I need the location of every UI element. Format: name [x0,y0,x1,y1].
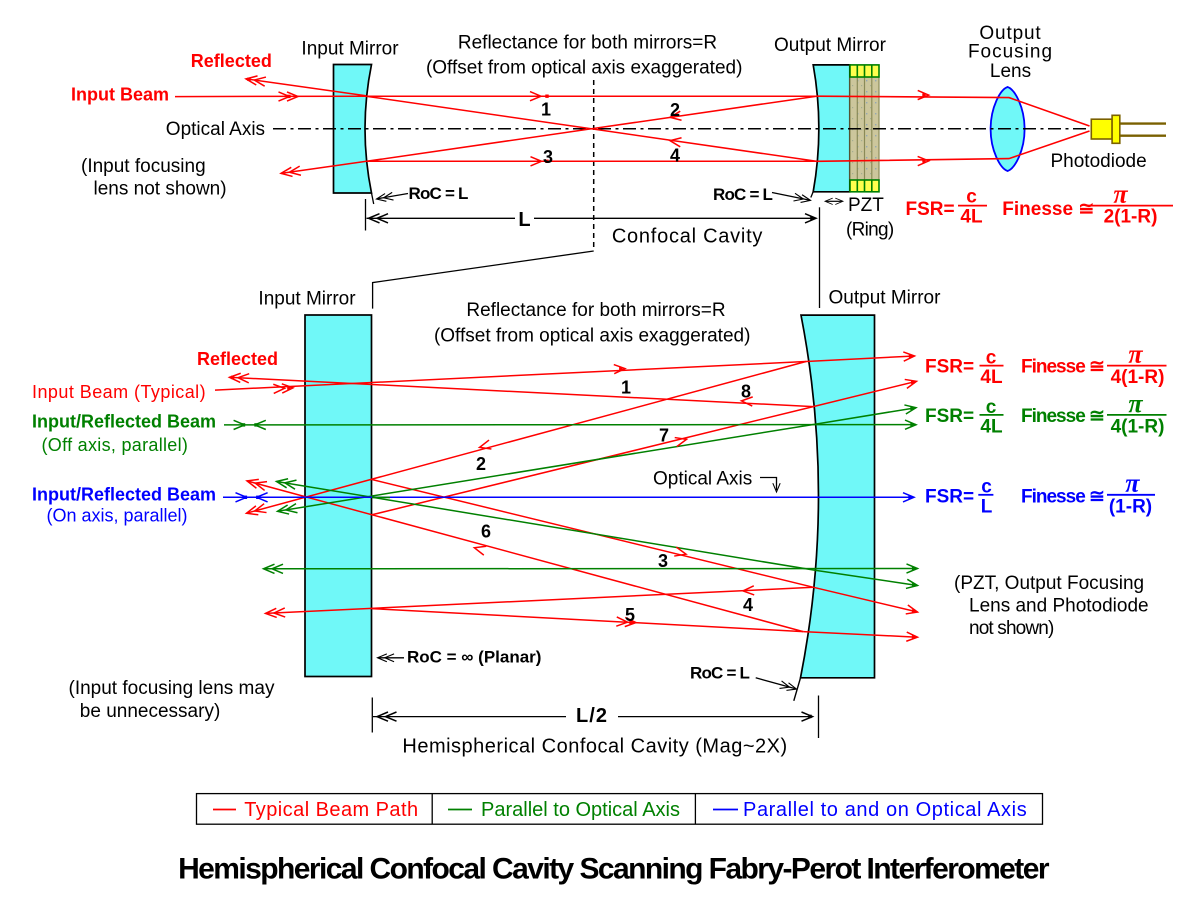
svg-text:Reflectance for both mirrors=R: Reflectance for both mirrors=R [458,32,717,53]
svg-text:Photodiode: Photodiode [1051,151,1147,172]
svg-text:be unnecessary): be unnecessary) [80,701,220,722]
svg-text:FSR=: FSR= [925,357,974,378]
svg-text:Hemispherical Confocal Cavity: Hemispherical Confocal Cavity (Mag~2X) [402,735,787,757]
svg-text:FSR=: FSR= [925,487,974,508]
svg-text:Input Beam (Typical): Input Beam (Typical) [32,382,206,402]
svg-text:Output Mirror: Output Mirror [829,288,942,309]
svg-text:(Input focusing lens may: (Input focusing lens may [69,678,275,699]
svg-text:6: 6 [481,522,491,542]
svg-text:not shown): not shown) [969,618,1054,639]
svg-text:lens not shown): lens not shown) [94,179,227,200]
svg-text:Input Mirror: Input Mirror [301,39,399,60]
svg-text:RoC = L: RoC = L [713,185,773,204]
svg-text:4: 4 [743,595,753,615]
svg-text:Finesse ≅: Finesse ≅ [1021,406,1104,427]
svg-text:Typical Beam Path: Typical Beam Path [244,799,418,821]
svg-text:7: 7 [659,426,669,446]
svg-text:4: 4 [670,146,680,166]
svg-text:4L: 4L [980,417,1003,438]
svg-text:1: 1 [541,100,551,120]
svg-text:3: 3 [658,551,668,571]
svg-text:Hemispherical Confocal Cavity: Hemispherical Confocal Cavity Scanning F… [178,853,1050,886]
svg-text:RoC = ∞ (Planar): RoC = ∞ (Planar) [407,648,541,667]
svg-text:Finesse ≅: Finesse ≅ [1002,199,1094,220]
svg-text:c: c [986,397,997,418]
svg-text:π: π [1125,469,1140,498]
svg-text:RoC = L: RoC = L [690,664,750,683]
svg-text:Lens and Photodiode: Lens and Photodiode [969,596,1149,617]
svg-text:FSR=: FSR= [906,199,955,220]
svg-text:Finesse ≅: Finesse ≅ [1021,487,1104,508]
svg-text:Input/Reflected Beam: Input/Reflected Beam [32,485,216,505]
svg-text:Reflectance for both mirrors=R: Reflectance for both mirrors=R [466,300,725,321]
svg-text:Lens: Lens [990,61,1031,82]
svg-text:2: 2 [476,454,486,474]
svg-text:8: 8 [741,382,751,402]
svg-text:5: 5 [625,605,635,625]
svg-text:(1-R): (1-R) [1109,497,1152,518]
svg-text:Input Beam: Input Beam [71,85,169,105]
svg-text:2(1-R): 2(1-R) [1104,206,1158,227]
svg-text:FSR=: FSR= [925,406,974,427]
svg-text:π: π [1128,389,1143,418]
svg-text:Finesse ≅: Finesse ≅ [1021,357,1104,378]
svg-text:(Input focusing: (Input focusing [81,156,206,177]
svg-text:1: 1 [621,378,631,398]
svg-text:Optical Axis: Optical Axis [653,469,752,490]
svg-text:c: c [986,348,997,369]
svg-text:π: π [1128,340,1143,369]
svg-text:π: π [1113,180,1128,209]
svg-text:L: L [518,209,530,231]
svg-text:Reflected: Reflected [191,51,272,71]
svg-text:c: c [966,187,977,208]
svg-text:(PZT, Output Focusing: (PZT, Output Focusing [954,573,1144,594]
svg-text:Input Mirror: Input Mirror [258,289,356,310]
svg-text:(Offset from optical axis exag: (Offset from optical axis exaggerated) [434,325,750,346]
svg-text:4L: 4L [980,367,1003,388]
svg-text:c: c [981,477,992,498]
svg-text:Confocal Cavity: Confocal Cavity [612,225,763,247]
svg-text:(Ring): (Ring) [846,220,894,241]
svg-text:Output Mirror: Output Mirror [774,35,887,56]
svg-text:Reflected: Reflected [197,349,278,369]
svg-text:4L: 4L [960,207,983,228]
svg-text:3: 3 [543,147,553,167]
svg-text:L/2: L/2 [576,705,608,727]
svg-text:PZT: PZT [848,195,884,216]
svg-text:4(1-R): 4(1-R) [1111,417,1165,438]
svg-text:Output: Output [979,23,1041,44]
svg-text:Parallel to Optical Axis: Parallel to Optical Axis [481,799,680,821]
svg-text:L: L [981,497,993,518]
svg-text:RoC = L: RoC = L [409,184,469,203]
svg-text:Optical Axis: Optical Axis [166,119,265,140]
svg-text:Parallel to and on Optical Axi: Parallel to and on Optical Axis [743,799,1027,821]
svg-text:2: 2 [670,100,680,120]
svg-text:(Off axis, parallel): (Off axis, parallel) [42,435,189,455]
svg-text:(Offset from optical axis exag: (Offset from optical axis exaggerated) [426,57,742,78]
svg-text:4(1-R): 4(1-R) [1111,367,1165,388]
svg-text:Focusing: Focusing [968,42,1053,63]
svg-text:(On axis, parallel): (On axis, parallel) [47,505,188,525]
svg-text:Input/Reflected Beam: Input/Reflected Beam [32,412,216,432]
